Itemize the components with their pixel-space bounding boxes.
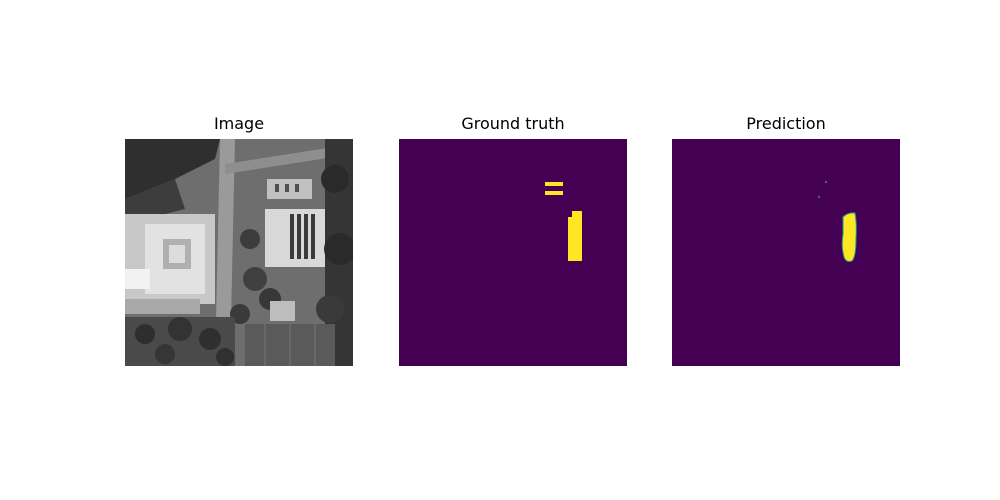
aerial-image-panel bbox=[125, 139, 353, 366]
gt-mask-region bbox=[568, 211, 582, 261]
ground-truth-mask bbox=[399, 139, 627, 366]
pred-noise-point bbox=[824, 180, 828, 184]
aerial-image bbox=[125, 139, 353, 366]
prediction-mask bbox=[672, 139, 900, 366]
image-panel-title: Image bbox=[213, 114, 265, 133]
ground-truth-panel-title: Ground truth bbox=[461, 114, 565, 133]
prediction-panel-title: Prediction bbox=[746, 114, 826, 133]
ground-truth-panel bbox=[399, 139, 627, 366]
gt-mask-region bbox=[545, 191, 563, 195]
gt-mask-region bbox=[545, 182, 563, 186]
pred-mask-region bbox=[841, 212, 857, 262]
prediction-panel bbox=[672, 139, 900, 366]
pred-noise-point bbox=[817, 195, 821, 199]
